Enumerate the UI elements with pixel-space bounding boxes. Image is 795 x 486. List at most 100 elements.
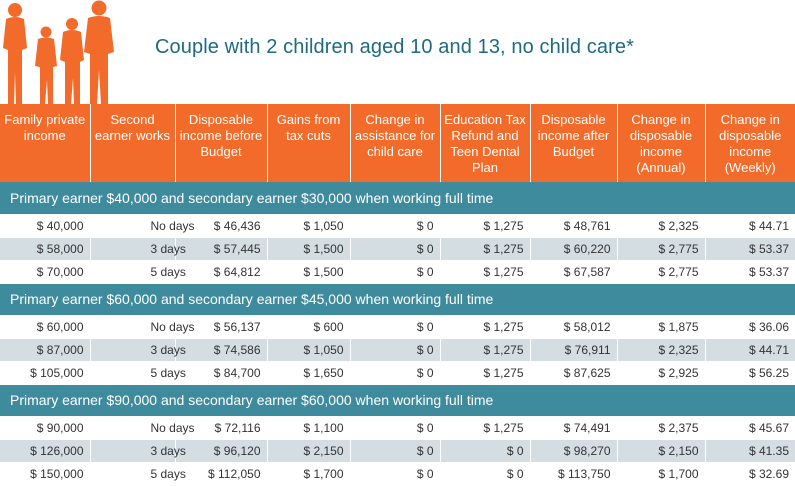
cell-change-annual: $ 2,150	[617, 439, 706, 463]
section-heading-row: Primary earner $60,000 and secondary ear…	[0, 283, 795, 316]
cell-tax-cuts: $ 2,150	[267, 439, 351, 463]
cell-before-budget: $ 57,445	[175, 237, 268, 261]
cell-child-care: $ 0	[350, 237, 441, 261]
cell-before-budget: $ 72,116	[175, 416, 268, 440]
page-header: Couple with 2 children aged 10 and 13, n…	[0, 0, 795, 104]
table-header-row: Family private income Second earner work…	[0, 104, 795, 182]
cell-tax-cuts: $ 1,500	[267, 237, 351, 261]
table-row: $ 87,000 3 days $ 74,586 $ 1,050 $ 0 $ 1…	[0, 338, 795, 362]
cell-education-dental: $ 1,275	[440, 214, 531, 238]
cell-income: $ 58,000	[0, 237, 91, 261]
cell-child-care: $ 0	[350, 439, 441, 463]
cell-tax-cuts: $ 1,100	[267, 416, 351, 440]
budget-table: Family private income Second earner work…	[0, 104, 795, 486]
cell-income: $ 87,000	[0, 338, 91, 362]
cell-change-weekly: $ 56.25	[705, 361, 795, 385]
cell-change-weekly: $ 32.69	[705, 462, 795, 486]
cell-change-annual: $ 2,775	[617, 260, 706, 284]
table-row: $ 105,000 5 days $ 84,700 $ 1,650 $ 0 $ …	[0, 361, 795, 385]
cell-change-annual: $ 1,700	[617, 462, 706, 486]
cell-education-dental: $ 1,275	[440, 361, 531, 385]
cell-second-earner: 3 days	[90, 439, 186, 463]
column-header: Disposable income before Budget	[175, 104, 268, 182]
cell-after-budget: $ 113,750	[530, 462, 618, 486]
cell-tax-cuts: $ 1,700	[267, 462, 351, 486]
cell-education-dental: $ 0	[440, 439, 531, 463]
cell-change-annual: $ 1,875	[617, 315, 706, 339]
cell-child-care: $ 0	[350, 338, 441, 362]
cell-child-care: $ 0	[350, 214, 441, 238]
cell-income: $ 70,000	[0, 260, 91, 284]
cell-child-care: $ 0	[350, 315, 441, 339]
cell-before-budget: $ 56,137	[175, 315, 268, 339]
cell-before-budget: $ 46,436	[175, 214, 268, 238]
table-row: $ 70,000 5 days $ 64,812 $ 1,500 $ 0 $ 1…	[0, 260, 795, 284]
cell-change-annual: $ 2,375	[617, 416, 706, 440]
cell-education-dental: $ 1,275	[440, 237, 531, 261]
column-header: Second earner works	[90, 104, 176, 182]
cell-second-earner: No days	[90, 416, 195, 440]
cell-after-budget: $ 67,587	[530, 260, 618, 284]
cell-child-care: $ 0	[350, 361, 441, 385]
cell-second-earner: 5 days	[90, 361, 186, 385]
cell-before-budget: $ 96,120	[175, 439, 268, 463]
section-heading: Primary earner $60,000 and secondary ear…	[0, 283, 795, 316]
cell-second-earner: No days	[90, 315, 195, 339]
table-row: $ 58,000 3 days $ 57,445 $ 1,500 $ 0 $ 1…	[0, 237, 795, 261]
cell-second-earner: 3 days	[90, 237, 186, 261]
cell-education-dental: $ 1,275	[440, 338, 531, 362]
cell-before-budget: $ 84,700	[175, 361, 268, 385]
family-silhouette-icon	[3, 0, 114, 104]
table-row: $ 90,000 No days $ 72,116 $ 1,100 $ 0 $ …	[0, 416, 795, 440]
column-header: Change in disposable income (Weekly)	[705, 104, 795, 182]
page-title: Couple with 2 children aged 10 and 13, n…	[155, 36, 634, 58]
cell-income: $ 126,000	[0, 439, 91, 463]
cell-second-earner: 5 days	[90, 260, 186, 284]
cell-income: $ 60,000	[0, 315, 91, 339]
cell-child-care: $ 0	[350, 416, 441, 440]
cell-after-budget: $ 58,012	[530, 315, 618, 339]
cell-change-weekly: $ 44.71	[705, 338, 795, 362]
cell-education-dental: $ 1,275	[440, 315, 531, 339]
cell-education-dental: $ 1,275	[440, 416, 531, 440]
cell-after-budget: $ 98,270	[530, 439, 618, 463]
cell-before-budget: $ 64,812	[175, 260, 268, 284]
cell-before-budget: $ 112,050	[175, 462, 268, 486]
cell-income: $ 105,000	[0, 361, 91, 385]
cell-income: $ 90,000	[0, 416, 91, 440]
cell-change-annual: $ 2,925	[617, 361, 706, 385]
cell-education-dental: $ 1,275	[440, 260, 531, 284]
cell-change-weekly: $ 45.67	[705, 416, 795, 440]
section-heading: Primary earner $90,000 and secondary ear…	[0, 384, 795, 417]
cell-after-budget: $ 60,220	[530, 237, 618, 261]
cell-tax-cuts: $ 1,500	[267, 260, 351, 284]
table-row: $ 60,000 No days $ 56,137 $ 600 $ 0 $ 1,…	[0, 315, 795, 339]
cell-change-weekly: $ 53.37	[705, 260, 795, 284]
table-row: $ 126,000 3 days $ 96,120 $ 2,150 $ 0 $ …	[0, 439, 795, 463]
cell-change-weekly: $ 36.06	[705, 315, 795, 339]
table-row: $ 150,000 5 days $ 112,050 $ 1,700 $ 0 $…	[0, 462, 795, 486]
column-header: Education Tax Refund and Teen Dental Pla…	[440, 104, 531, 182]
cell-tax-cuts: $ 1,650	[267, 361, 351, 385]
column-header: Change in disposable income (Annual)	[617, 104, 706, 182]
cell-after-budget: $ 76,911	[530, 338, 618, 362]
column-header: Gains from tax cuts	[267, 104, 351, 182]
cell-change-weekly: $ 44.71	[705, 214, 795, 238]
column-header: Family private income	[0, 104, 91, 182]
cell-change-annual: $ 2,325	[617, 214, 706, 238]
cell-tax-cuts: $ 600	[267, 315, 351, 339]
cell-second-earner: 5 days	[90, 462, 186, 486]
cell-child-care: $ 0	[350, 462, 441, 486]
cell-income: $ 40,000	[0, 214, 91, 238]
cell-second-earner: No days	[90, 214, 195, 238]
cell-change-annual: $ 2,775	[617, 237, 706, 261]
cell-after-budget: $ 48,761	[530, 214, 618, 238]
table-row: $ 40,000 No days $ 46,436 $ 1,050 $ 0 $ …	[0, 214, 795, 238]
cell-before-budget: $ 74,586	[175, 338, 268, 362]
cell-education-dental: $ 0	[440, 462, 531, 486]
cell-second-earner: 3 days	[90, 338, 186, 362]
cell-tax-cuts: $ 1,050	[267, 214, 351, 238]
cell-change-annual: $ 2,325	[617, 338, 706, 362]
cell-after-budget: $ 87,625	[530, 361, 618, 385]
cell-change-weekly: $ 53.37	[705, 237, 795, 261]
